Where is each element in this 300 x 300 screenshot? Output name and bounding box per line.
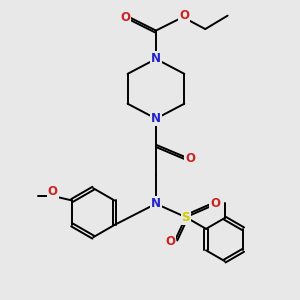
Text: N: N — [151, 197, 161, 210]
Text: O: O — [179, 9, 189, 22]
Text: O: O — [48, 185, 58, 198]
Text: S: S — [182, 211, 190, 224]
Text: O: O — [185, 152, 195, 166]
Text: O: O — [121, 11, 130, 24]
Text: N: N — [151, 112, 161, 125]
Text: N: N — [151, 52, 161, 65]
Text: O: O — [165, 235, 175, 248]
Text: O: O — [210, 197, 220, 210]
